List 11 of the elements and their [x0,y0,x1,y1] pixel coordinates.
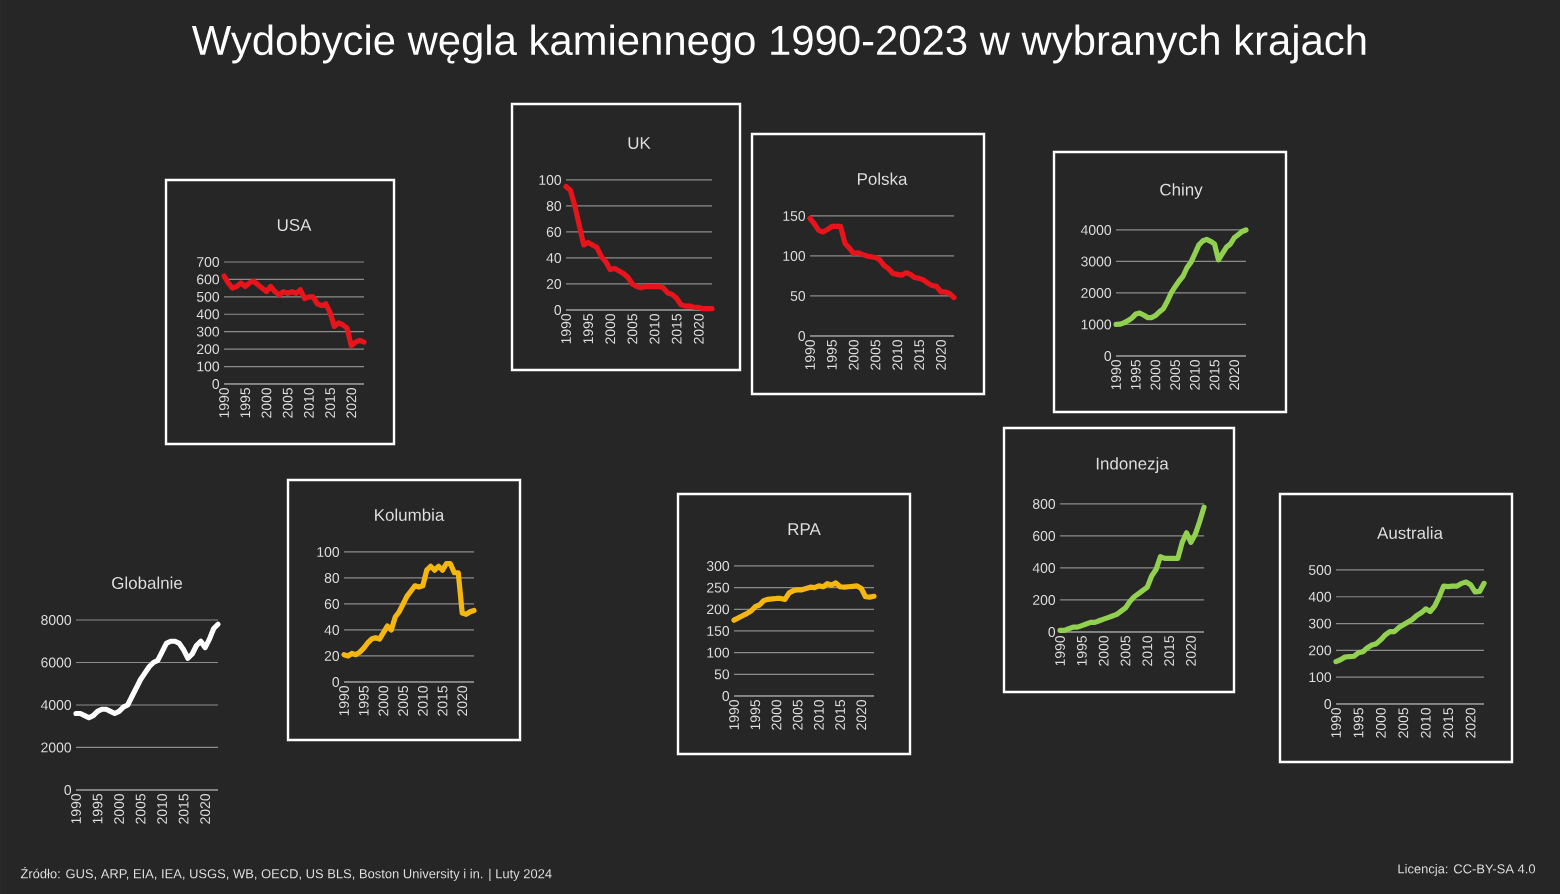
chart-title: Chiny [1160,183,1203,199]
chart-title: Polska [857,172,908,185]
chart-title: UK [628,137,651,149]
text: Wydobycie węgla kamiennego 1990-2023 w wybranych krajach [191,24,1366,64]
chart-title: Australia [1377,526,1443,539]
chart-title: Kolumbia [375,508,445,521]
chart-title: RPA [788,523,821,535]
chart-title: Globalnie [112,576,183,589]
chart-title: Indonezja [1096,457,1169,473]
chart-title: USA [277,219,312,231]
line-series [1113,227,1249,328]
